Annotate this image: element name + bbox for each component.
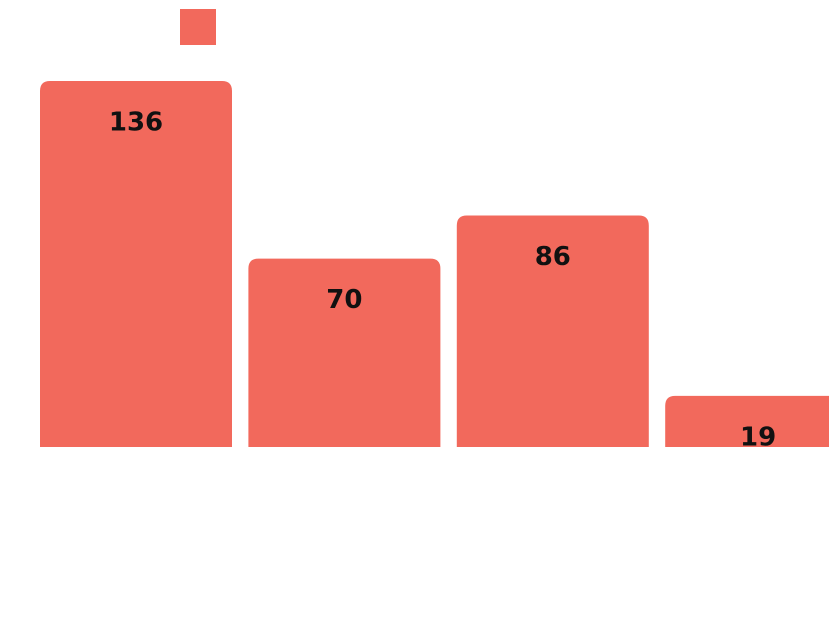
bar	[248, 258, 441, 447]
data-label: 19	[740, 422, 776, 452]
data-label: 86	[535, 242, 571, 272]
bar	[40, 81, 232, 447]
legend-swatch	[180, 9, 216, 45]
bar	[665, 395, 829, 447]
data-label: 136	[109, 108, 163, 138]
bar	[456, 215, 649, 447]
data-label: 70	[326, 285, 362, 315]
